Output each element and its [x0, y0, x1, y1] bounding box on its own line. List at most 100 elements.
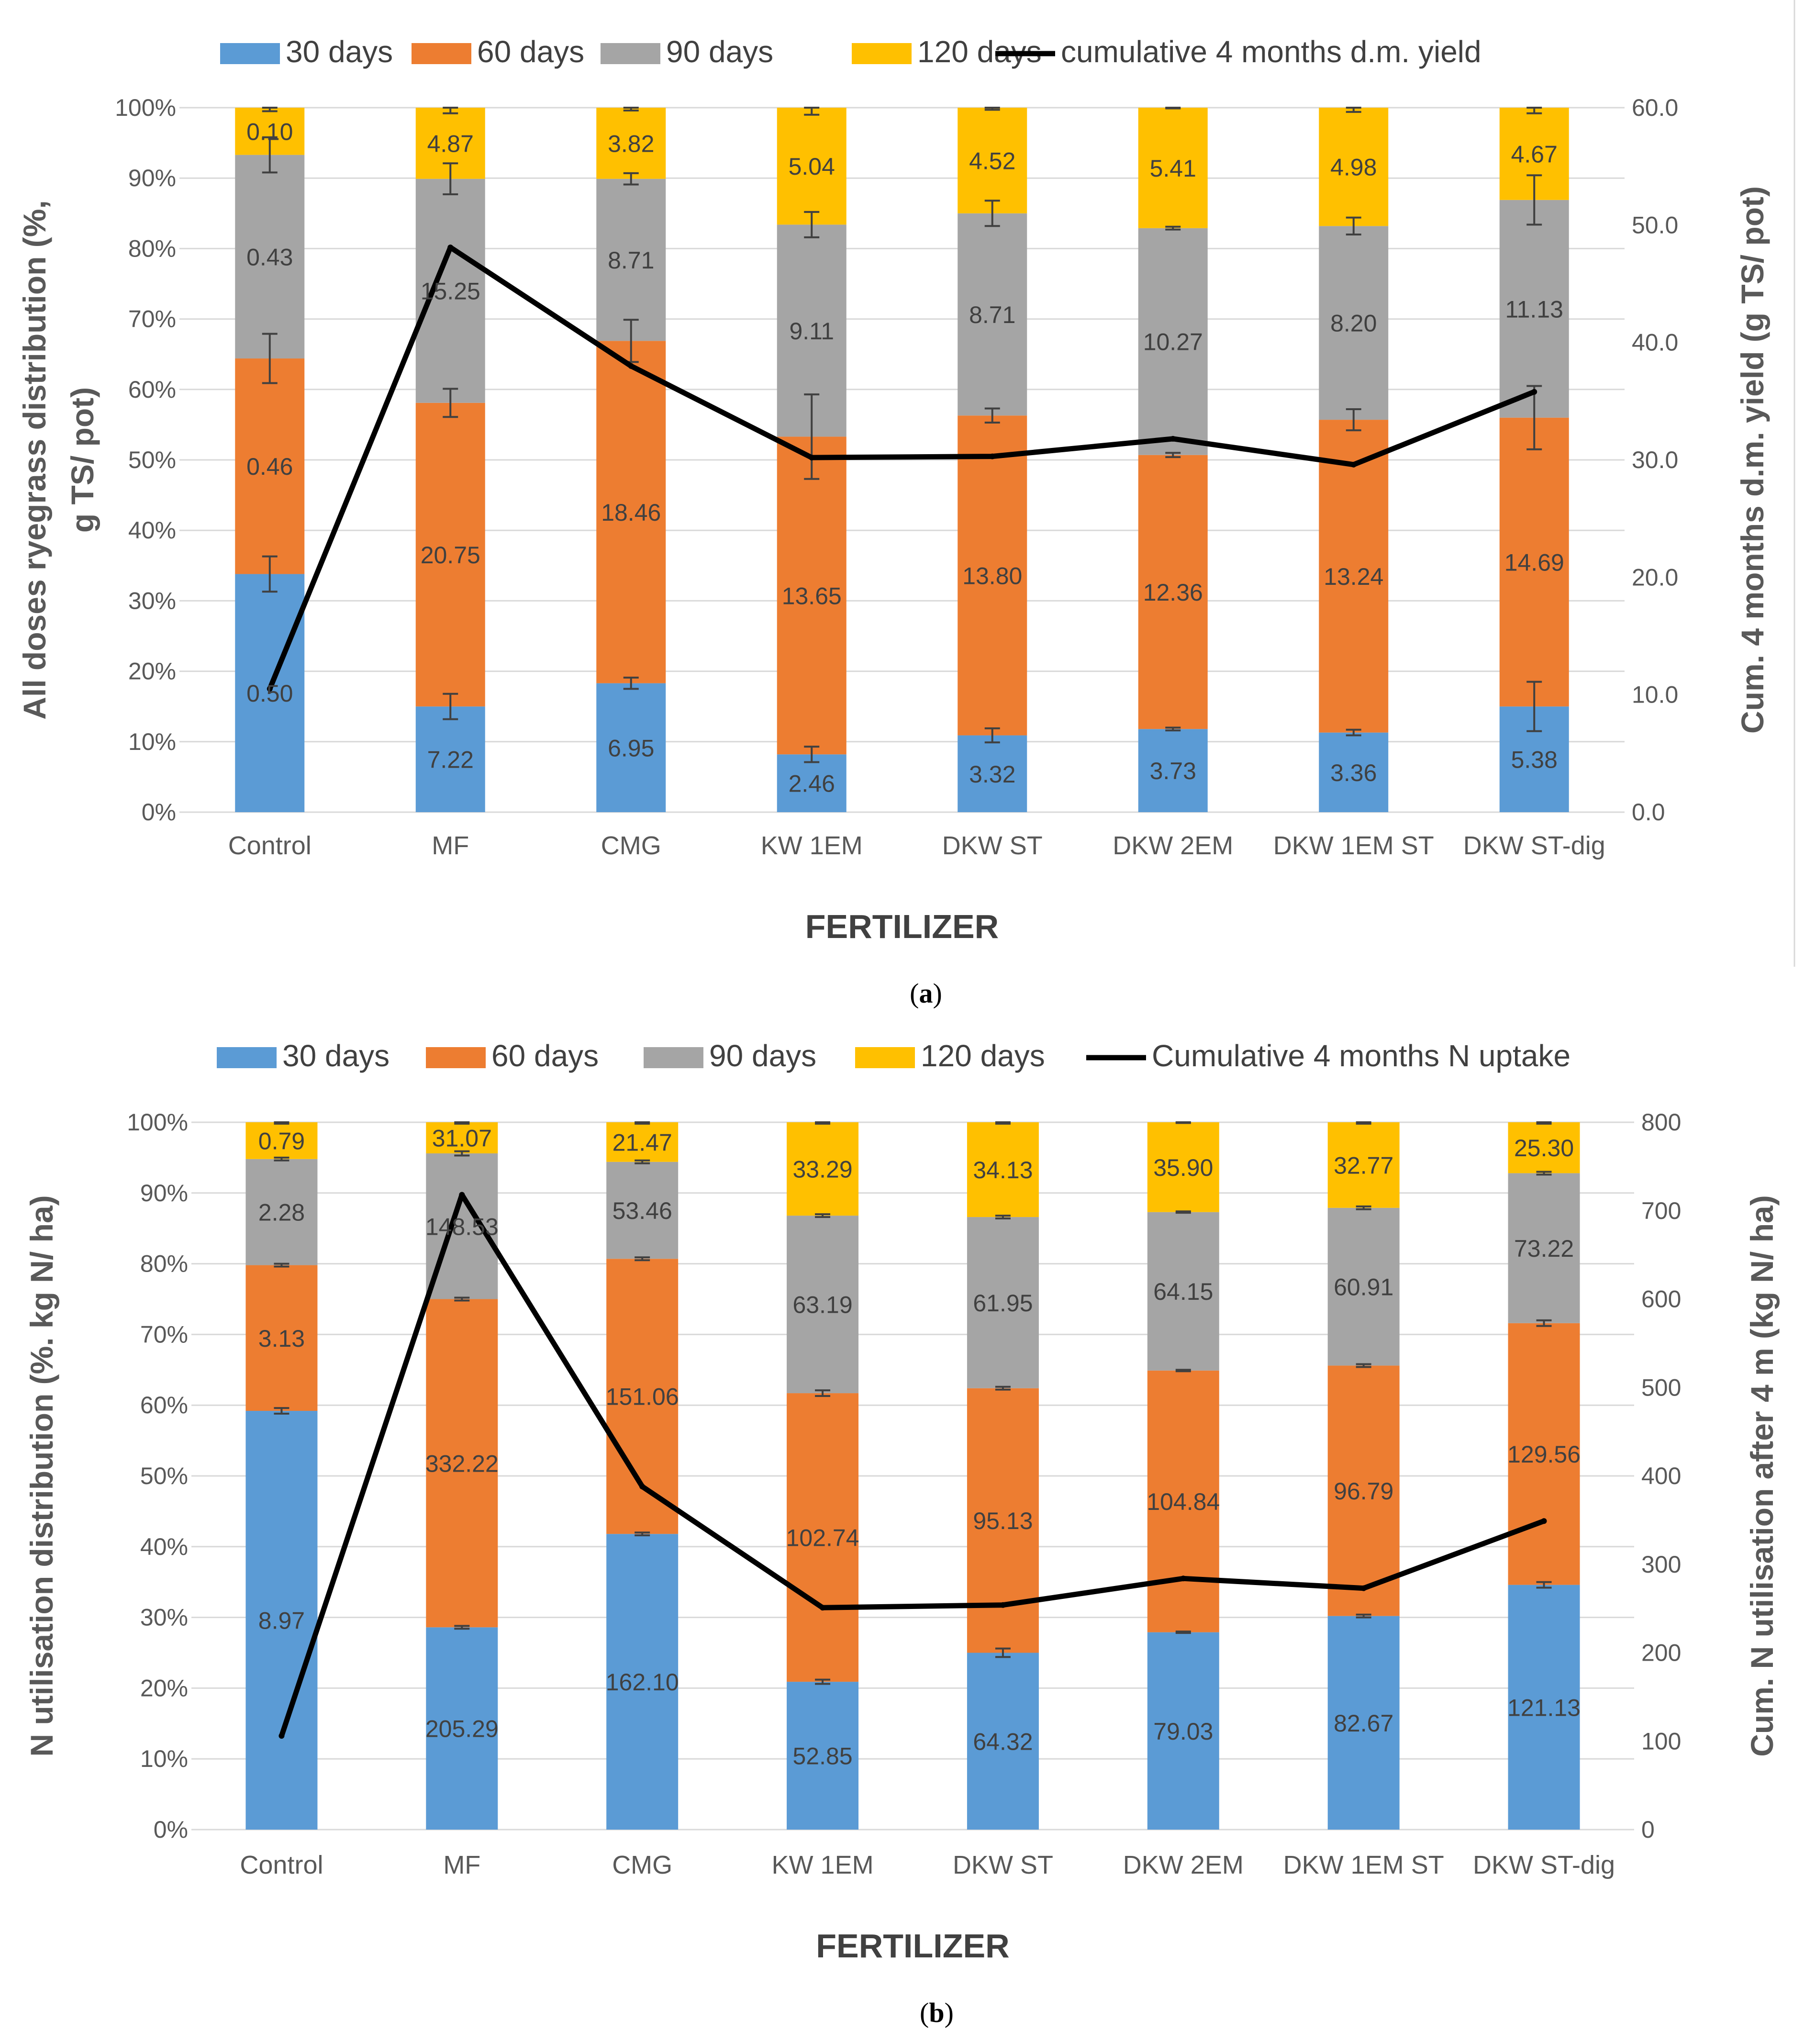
y-tick-label: 100%: [115, 94, 176, 121]
category-label: DKW ST: [942, 831, 1043, 860]
bar-segment-120-days: [1319, 108, 1389, 226]
data-label: 0.43: [246, 244, 293, 270]
data-label: 8.71: [608, 247, 654, 274]
bar-segment-120-days: [596, 108, 666, 179]
bar-segment-60-days: [958, 415, 1027, 736]
line-point: [820, 1605, 826, 1611]
data-label: 3.73: [1150, 758, 1196, 784]
data-label: 332.22: [425, 1450, 499, 1477]
cumulative-line: [279, 1192, 1545, 1737]
y2-tick-label: 100: [1641, 1728, 1681, 1754]
bar-segment-60-days: [426, 1299, 498, 1628]
data-label: 12.36: [1143, 579, 1203, 606]
data-label: 95.13: [973, 1508, 1033, 1534]
line-point: [1360, 1585, 1367, 1591]
caption-letter: b: [929, 1997, 944, 2028]
legend-label: 90 days: [666, 34, 773, 69]
data-label: 79.03: [1153, 1718, 1213, 1745]
category-label: Control: [228, 831, 312, 860]
y-tick-label: 50%: [128, 447, 176, 473]
bar-segment-120-days: [1147, 1122, 1219, 1212]
bar-segment-90-days: [1138, 228, 1208, 455]
data-label: 4.87: [427, 130, 474, 157]
bar-segment-60-days: [1138, 455, 1208, 729]
caption-close: ): [933, 978, 942, 1009]
y2-tick-label: 0.0: [1632, 799, 1665, 826]
data-label: 64.15: [1153, 1278, 1213, 1305]
bar-segment-30-days: [426, 1627, 498, 1830]
bar-segment-90-days: [1508, 1173, 1580, 1323]
cumulative-line: [267, 245, 1536, 690]
bar-segment-60-days: [787, 1393, 859, 1682]
bar-segment-30-days: [235, 574, 305, 812]
data-label: 13.80: [962, 562, 1022, 589]
y-tick-label: 20%: [140, 1675, 188, 1701]
y2-tick-label: 30.0: [1632, 447, 1678, 473]
line-point: [639, 1484, 646, 1490]
legend-label: 30 days: [286, 34, 393, 69]
y-axis-title: All doses ryegrass distribution (%,: [17, 200, 52, 720]
line-point: [1170, 436, 1176, 442]
legend-swatch-30-days: [217, 1047, 277, 1068]
bar-segment-120-days: [967, 1122, 1039, 1217]
category-label: KW 1EM: [772, 1851, 874, 1879]
bar-segment-120-days: [426, 1122, 498, 1154]
bar-segment-90-days: [787, 1216, 859, 1394]
bar-segment-90-days: [958, 213, 1027, 416]
caption-close: ): [945, 1997, 954, 2028]
line-point: [628, 363, 634, 369]
y2-tick-label: 700: [1641, 1197, 1681, 1224]
y2-tick-label: 300: [1641, 1551, 1681, 1578]
y2-tick-label: 200: [1641, 1640, 1681, 1666]
bar-segment-30-days: [967, 1653, 1039, 1830]
bar-segment-60-days: [1327, 1365, 1400, 1616]
data-label: 52.85: [793, 1743, 853, 1770]
category-label: DKW ST-dig: [1473, 1851, 1615, 1879]
data-label: 7.22: [427, 747, 474, 773]
x-axis-title: FERTILIZER: [816, 1927, 1009, 1965]
bar-segment-30-days: [1508, 1585, 1580, 1830]
y-tick-label: 0%: [142, 799, 176, 826]
legend-label: 120 days: [921, 1039, 1045, 1073]
bar-segment-60-days: [1499, 417, 1569, 707]
y2-tick-label: 50.0: [1632, 212, 1678, 238]
line-point: [1531, 389, 1537, 395]
y2-tick-label: 400: [1641, 1463, 1681, 1489]
bar-segment-120-days: [1508, 1122, 1580, 1173]
x-axis-title: FERTILIZER: [805, 908, 999, 945]
y2-tick-label: 800: [1641, 1109, 1681, 1136]
legend-label: 90 days: [709, 1039, 816, 1073]
data-label: 3.36: [1330, 760, 1377, 786]
category-label: DKW 2EM: [1113, 831, 1233, 860]
data-label: 73.22: [1514, 1235, 1574, 1262]
bar-segment-120-days: [1138, 108, 1208, 228]
bar-segment-60-days: [235, 358, 305, 574]
bar-segment-60-days: [777, 436, 846, 755]
data-label: 0.79: [258, 1128, 305, 1154]
y-axis-title: g TS/ pot): [65, 387, 100, 533]
y2-tick-label: 60.0: [1632, 94, 1678, 121]
y-tick-label: 0%: [154, 1816, 188, 1843]
bar-segment-120-days: [606, 1122, 679, 1162]
data-label: 25.30: [1514, 1135, 1574, 1162]
y2-tick-label: 20.0: [1632, 564, 1678, 591]
data-label: 205.29: [425, 1716, 499, 1742]
data-label: 4.52: [969, 147, 1015, 174]
data-label: 4.98: [1330, 154, 1377, 181]
data-label: 13.24: [1324, 563, 1383, 590]
data-label: 129.56: [1507, 1441, 1581, 1468]
data-label: 3.32: [969, 761, 1015, 788]
bar-segment-60-days: [1508, 1323, 1580, 1585]
data-label: 33.29: [793, 1156, 853, 1183]
legend-label: 60 days: [491, 1039, 599, 1073]
data-label: 63.19: [793, 1292, 853, 1318]
data-label: 121.13: [1507, 1694, 1581, 1721]
legend-label: Cumulative 4 months N uptake: [1152, 1039, 1570, 1073]
y-tick-label: 100%: [127, 1109, 188, 1136]
category-label: CMG: [601, 831, 661, 860]
y-tick-label: 70%: [140, 1321, 188, 1348]
y2-axis-title: Cum. 4 months d.m. yield (g TS/ pot): [1735, 186, 1770, 734]
data-label: 15.25: [421, 278, 480, 305]
category-label: CMG: [612, 1851, 672, 1879]
y-tick-label: 10%: [128, 728, 176, 755]
